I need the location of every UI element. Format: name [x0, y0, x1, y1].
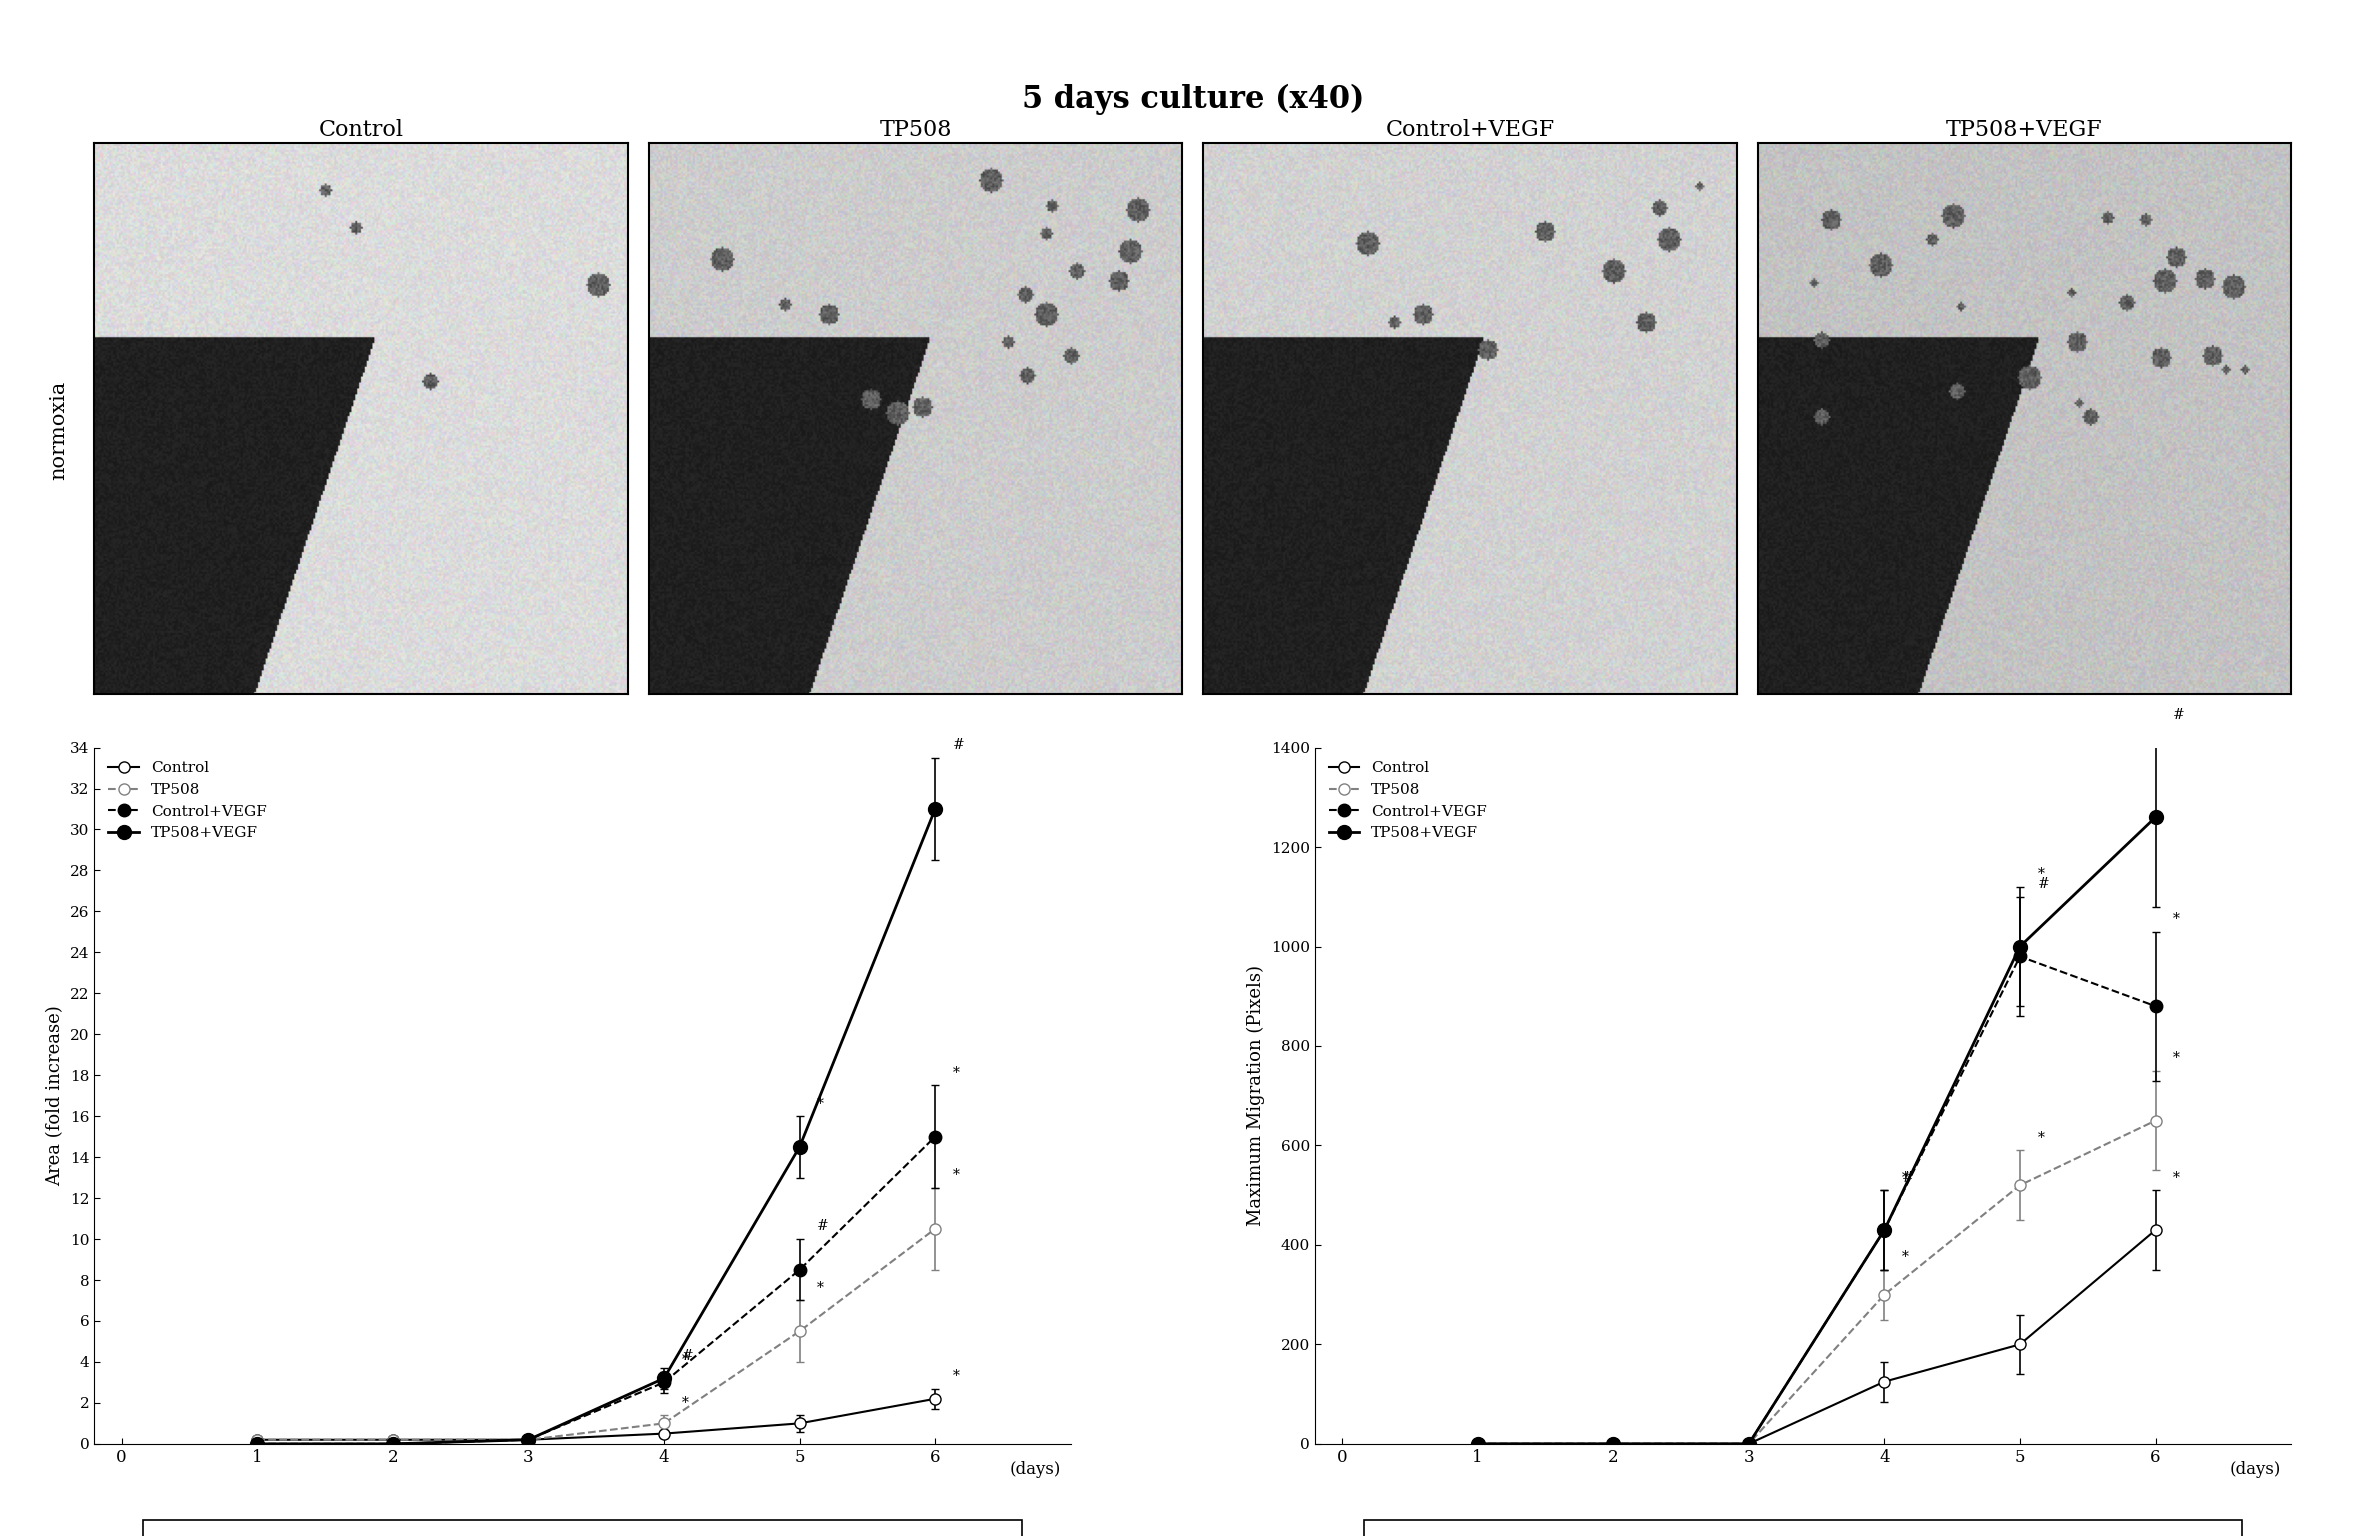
Text: *: *	[952, 1066, 959, 1080]
Text: *: *	[2038, 868, 2045, 882]
Bar	[144, 1521, 1023, 1536]
Text: #: #	[952, 739, 964, 753]
Text: *: *	[817, 1281, 824, 1295]
Legend: Control, TP508, Control+VEGF, TP508+VEGF: Control, TP508, Control+VEGF, TP508+VEGF	[102, 756, 274, 846]
Title: Control+VEGF: Control+VEGF	[1386, 118, 1554, 141]
Text: #: #	[1901, 1170, 1913, 1184]
Y-axis label: Maximum Migration (Pixels): Maximum Migration (Pixels)	[1247, 965, 1266, 1226]
Text: (days): (days)	[2230, 1461, 2282, 1478]
Text: *: *	[2173, 1051, 2180, 1066]
Title: TP508: TP508	[879, 118, 952, 141]
Title: Control: Control	[319, 118, 404, 141]
Text: *: *	[1901, 1250, 1908, 1264]
Legend: Control, TP508, Control+VEGF, TP508+VEGF: Control, TP508, Control+VEGF, TP508+VEGF	[1323, 756, 1493, 846]
Text: normoxia: normoxia	[50, 381, 68, 479]
Text: *: *	[1901, 1170, 1908, 1184]
Text: #: #	[817, 1220, 829, 1233]
Text: *: *	[817, 1097, 824, 1111]
Text: *: *	[2173, 1170, 2180, 1184]
Text: #: #	[2038, 877, 2050, 891]
Text: 5 days culture (x40): 5 days culture (x40)	[1023, 83, 1363, 115]
Text: *: *	[683, 1353, 687, 1367]
Y-axis label: Area (fold increase): Area (fold increase)	[47, 1006, 64, 1186]
Text: *: *	[952, 1169, 959, 1183]
Text: (days): (days)	[1009, 1461, 1061, 1478]
Text: *: *	[952, 1369, 959, 1382]
Bar	[1363, 1521, 2242, 1536]
Text: #: #	[683, 1349, 694, 1362]
Title: TP508+VEGF: TP508+VEGF	[1946, 118, 2102, 141]
Text: *: *	[2173, 912, 2180, 926]
Text: *: *	[683, 1396, 687, 1410]
Text: *: *	[2038, 1130, 2045, 1144]
Text: #: #	[2173, 708, 2185, 722]
